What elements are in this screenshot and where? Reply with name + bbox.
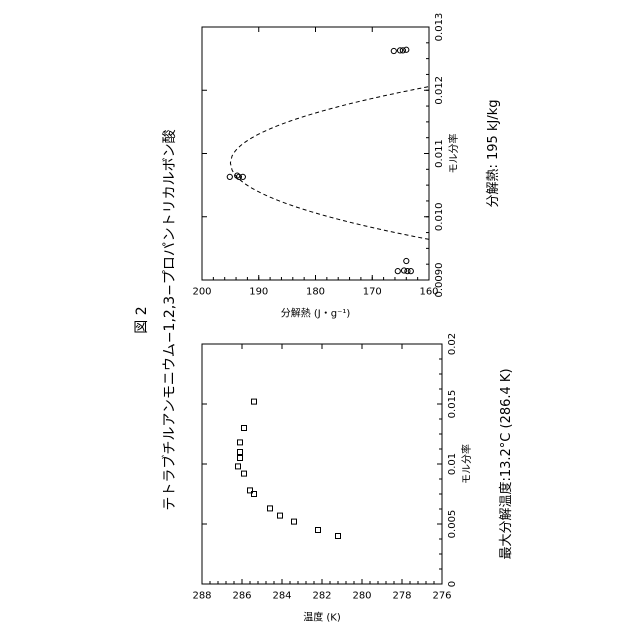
y-tick-label: 286: [232, 591, 251, 602]
x-tick-label: 0.013: [434, 13, 445, 42]
x-tick-label: 0.015: [447, 390, 458, 419]
x-tick-label: 0.005: [447, 510, 458, 539]
data-point: [238, 440, 243, 445]
figure-label: 図 2: [134, 306, 150, 333]
y-axis-label: 温度 (K): [303, 611, 341, 624]
y-tick-label: 200: [192, 287, 211, 298]
data-point: [292, 519, 297, 524]
data-point: [316, 528, 321, 533]
y-tick-label: 278: [392, 591, 411, 602]
data-point: [268, 506, 273, 511]
data-point: [238, 450, 243, 455]
x-tick-label: 0.02: [447, 333, 458, 355]
data-point: [391, 48, 396, 53]
plot-frame: [202, 27, 429, 280]
data-point: [242, 426, 247, 431]
y-tick-label: 288: [192, 591, 211, 602]
data-point: [252, 399, 257, 404]
data-point: [236, 464, 241, 469]
x-tick-label: 0: [447, 581, 458, 587]
data-point: [336, 534, 341, 539]
data-point: [404, 47, 409, 52]
data-point: [401, 268, 406, 273]
x-axis-label: モル分率: [460, 444, 473, 484]
y-tick-label: 160: [419, 287, 438, 298]
left-chart: 0 0.005 0.01 0.015 0.02 288 286 284 282 280 278 276…: [192, 333, 514, 624]
figure-title: テトラブチルアンモニウム−1,2,3−プロパントリカルボン酸: [161, 129, 178, 510]
y-tick-label: 280: [352, 591, 371, 602]
x-axis-label: モル分率: [447, 134, 460, 174]
data-point: [404, 258, 409, 263]
panel-footnote: 最大分解温度:13.2°C (286.4 K): [498, 368, 514, 559]
x-tick-label: 0.01: [447, 453, 458, 475]
y-axis-label: 分解熱 (J・g⁻¹): [281, 307, 351, 320]
fit-curve: [230, 87, 429, 240]
x-tick-label: 0.011: [434, 139, 445, 168]
data-point: [395, 269, 400, 274]
right-chart: 0.00900.0100.0110.0120.01320019018017016…: [192, 13, 501, 320]
y-tick-label: 170: [363, 287, 382, 298]
data-point: [227, 174, 232, 179]
y-tick-label: 284: [272, 591, 291, 602]
x-tick-label: 0.012: [434, 76, 445, 105]
data-point: [238, 456, 243, 461]
data-point: [278, 513, 283, 518]
y-tick-label: 276: [432, 591, 451, 602]
y-tick-label: 180: [306, 287, 325, 298]
data-point: [242, 471, 247, 476]
y-tick-label: 190: [249, 287, 268, 298]
y-tick-label: 282: [312, 591, 331, 602]
x-tick-label: 0.010: [434, 202, 445, 231]
panel-footnote: 分解熱: 195 kJ/kg: [486, 100, 501, 208]
